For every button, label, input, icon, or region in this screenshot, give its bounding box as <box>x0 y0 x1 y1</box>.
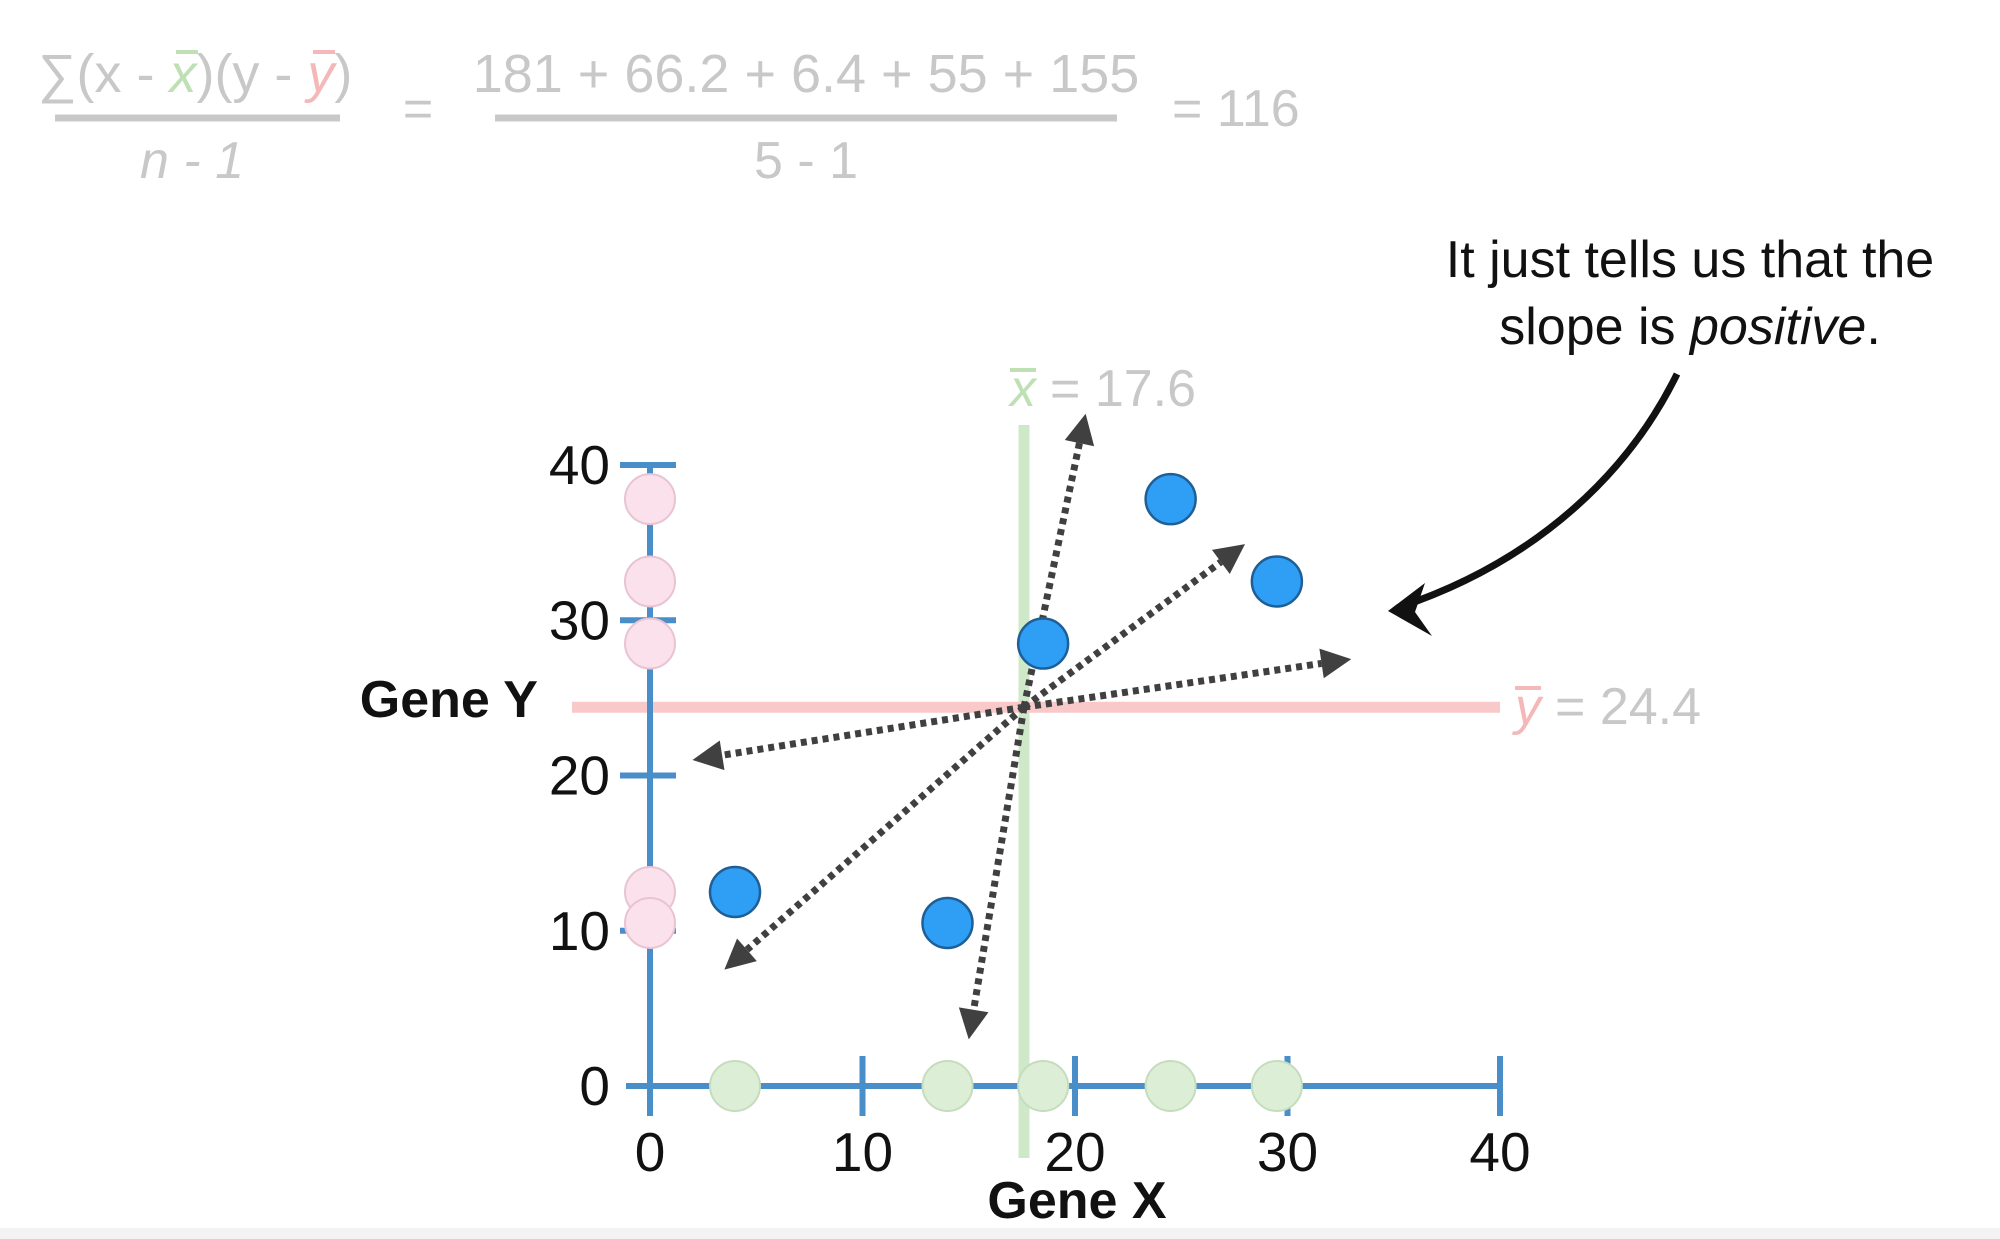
covariance-formula: ∑(x - x)(y - y) n - 1 = 181 + 66.2 + 6.4… <box>38 44 1300 190</box>
deviation-arrow-head <box>724 938 757 970</box>
x-projection-dot <box>1250 1060 1303 1112</box>
deviation-arrow-line <box>1021 559 1223 711</box>
deviation-arrow-line <box>970 706 1028 1011</box>
x-tick-label: 0 <box>635 1121 666 1183</box>
y-tick-label: 20 <box>549 745 610 807</box>
deviation-arrow-head <box>1319 648 1352 679</box>
y-tick-label: 30 <box>549 589 610 651</box>
x-axis-title: Gene X <box>987 1172 1166 1230</box>
annotation-arrow-curve <box>1398 372 1681 611</box>
projections <box>624 473 1303 1112</box>
data-point <box>1250 555 1304 608</box>
annotation-line-2: slope is positive. <box>1499 298 1881 356</box>
x-tick-label: 10 <box>832 1121 893 1183</box>
formula-sum-expression: 181 + 66.2 + 6.4 + 55 + 155 <box>473 44 1140 104</box>
x-projection-dot <box>1017 1060 1070 1112</box>
deviation-arrow-head <box>692 740 725 771</box>
deviation-arrow-head <box>1211 544 1245 575</box>
deviation-arrows <box>692 413 1352 1040</box>
x-tick-label: 20 <box>1044 1121 1105 1183</box>
y-projection-dot <box>624 617 676 670</box>
deviation-arrow-head <box>1064 413 1095 447</box>
data-points <box>708 472 1304 950</box>
annotation: It just tells us that the slope is posit… <box>1388 231 1934 636</box>
formula-denominator: n - 1 <box>140 132 244 190</box>
data-point <box>1016 617 1070 670</box>
y-projection-dot <box>624 473 676 526</box>
formula-equals: = <box>403 80 433 138</box>
formula-count-expression: 5 - 1 <box>754 132 858 190</box>
x-tick-label: 40 <box>1469 1121 1530 1183</box>
annotation-arrow-head <box>1388 583 1432 636</box>
x-projection-dot <box>1144 1060 1197 1112</box>
x-projection-dot <box>921 1060 974 1112</box>
x-projection-dot <box>709 1060 761 1112</box>
deviation-arrow-line <box>721 703 1025 759</box>
y-tick-label: 40 <box>549 434 610 496</box>
data-point <box>921 896 974 950</box>
x-tick-label: 30 <box>1257 1121 1318 1183</box>
bottom-strip <box>0 1228 2000 1239</box>
deviation-arrow-line <box>744 704 1027 953</box>
data-point <box>1144 472 1197 526</box>
mean-lines <box>572 425 1500 1158</box>
annotation-line-1: It just tells us that the <box>1446 231 1934 289</box>
y-tick-label: 10 <box>549 900 610 962</box>
y-projection-dot <box>624 896 676 949</box>
data-point <box>708 865 762 919</box>
y-axis-title: Gene Y <box>360 671 538 729</box>
y-projection-dot <box>624 555 676 608</box>
deviation-arrow-head <box>958 1007 989 1040</box>
formula-result: = 116 <box>1172 80 1300 138</box>
y-tick-label: 0 <box>579 1055 610 1117</box>
mean-labels: x = 17.6 y = 24.4 <box>1007 360 1701 736</box>
